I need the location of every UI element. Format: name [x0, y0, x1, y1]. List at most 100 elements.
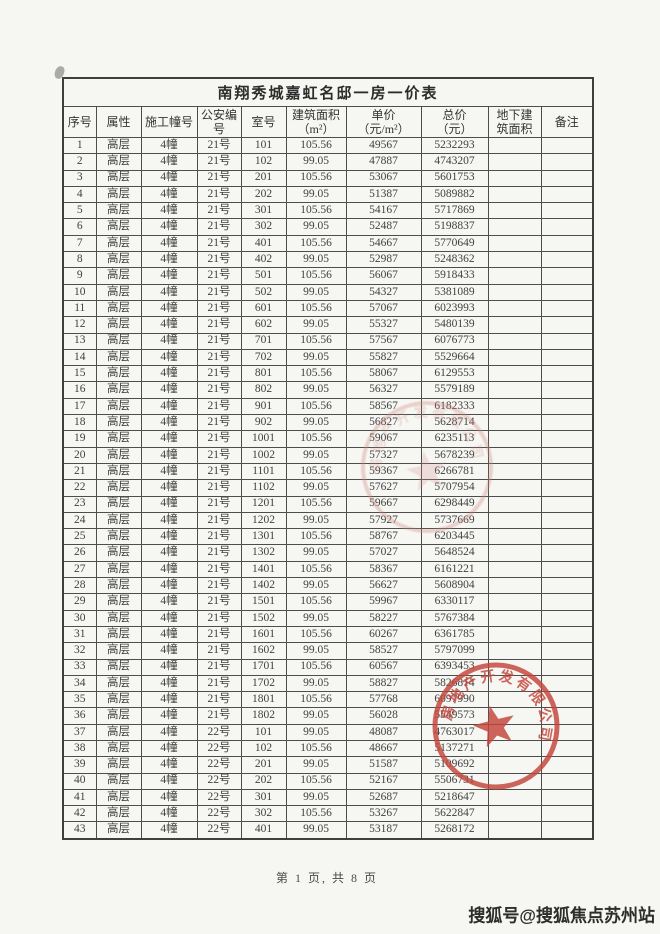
table-cell: 101 — [240, 136, 287, 155]
table-cell: 21号 — [196, 495, 242, 513]
table-cell: 21号 — [196, 316, 242, 334]
table-cell: 48667 — [345, 739, 422, 758]
table-cell: 6023993 — [420, 299, 489, 318]
table-cell: 40 — [62, 772, 97, 790]
table-cell: 21号 — [196, 674, 242, 693]
table-cell: 5608904 — [420, 577, 489, 595]
table-cell: 1102 — [240, 479, 287, 497]
table-cell: 52687 — [345, 788, 422, 807]
table-cell: 1402 — [240, 577, 287, 595]
table-cell — [540, 479, 594, 497]
table-row: 12 高层 4幢 21号 602 99.05 55327 5480139 — [62, 316, 594, 334]
table-cell: 6203445 — [420, 528, 489, 546]
table-cell: 21号 — [196, 544, 242, 562]
table-cell: 21号 — [196, 560, 242, 579]
table-cell — [540, 185, 594, 204]
table-cell: 34 — [62, 674, 97, 693]
table-cell: 4幢 — [140, 348, 198, 367]
table-cell — [540, 251, 594, 269]
table-cell — [540, 267, 594, 285]
table-row: 9 高层 4幢 21号 501 105.56 56067 5918433 — [62, 267, 594, 285]
table-cell: 21号 — [196, 414, 242, 432]
table-cell: 4763017 — [420, 723, 489, 741]
table-cell: 57067 — [345, 299, 422, 318]
document-title: 南翔秀城嘉虹名邸一房一价表 — [62, 77, 594, 107]
table-cell: 21号 — [196, 642, 242, 660]
table-cell: 20 — [62, 446, 97, 464]
table-cell: 19 — [62, 430, 97, 448]
table-cell: 601 — [240, 299, 287, 318]
table-cell: 51587 — [345, 756, 422, 774]
table-cell — [540, 528, 594, 546]
table-cell: 21号 — [196, 658, 242, 676]
table-row: 38 高层 4幢 22号 102 105.56 48667 5137271 — [62, 739, 594, 758]
table-cell: 5232293 — [420, 136, 489, 155]
table-cell: 4幢 — [140, 136, 198, 155]
table-row: 37 高层 4幢 22号 101 99.05 48087 4763017 — [62, 723, 594, 741]
column-header-building: 施工幢号 — [140, 106, 198, 138]
column-header-remarks: 备注 — [540, 106, 594, 138]
table-cell — [487, 723, 542, 741]
table-cell — [540, 691, 594, 709]
table-cell: 9 — [62, 267, 97, 285]
table-cell: 105.56 — [285, 772, 347, 790]
table-cell — [540, 674, 594, 693]
table-cell: 28 — [62, 577, 97, 595]
table-cell: 21号 — [196, 185, 242, 204]
table-row: 7 高层 4幢 21号 401 105.56 54667 5770649 — [62, 234, 594, 253]
table-cell: 高层 — [95, 723, 142, 741]
table-cell: 21号 — [196, 332, 242, 350]
table-cell: 301 — [240, 788, 287, 807]
table-cell: 105.56 — [285, 739, 347, 758]
table-cell: 49567 — [345, 136, 422, 155]
table-cell: 105.56 — [285, 528, 347, 546]
table-cell — [487, 169, 542, 187]
table-row: 30 高层 4幢 21号 1502 99.05 58227 5767384 — [62, 609, 594, 627]
table-cell: 4幢 — [140, 283, 198, 301]
table-cell: 201 — [240, 756, 287, 774]
table-cell — [540, 544, 594, 562]
table-cell: 高层 — [95, 185, 142, 204]
table-cell: 99.05 — [285, 316, 347, 334]
table-cell: 4幢 — [140, 788, 198, 807]
table-cell: 902 — [240, 414, 287, 432]
table-row: 33 高层 4幢 21号 1701 105.56 60567 6393453 — [62, 658, 594, 676]
table-cell: 10 — [62, 283, 97, 301]
table-cell — [540, 560, 594, 579]
table-cell: 21号 — [196, 430, 242, 448]
table-cell: 8 — [62, 251, 97, 269]
table-cell: 4幢 — [140, 756, 198, 774]
table-cell — [487, 788, 542, 807]
table-cell: 17 — [62, 397, 97, 416]
table-cell: 1401 — [240, 560, 287, 579]
table-cell — [487, 479, 542, 497]
table-cell: 1702 — [240, 674, 287, 693]
table-cell: 高层 — [95, 332, 142, 350]
table-cell: 60267 — [345, 625, 422, 644]
table-cell: 5678239 — [420, 446, 489, 464]
table-cell: 57627 — [345, 479, 422, 497]
table-cell: 5248362 — [420, 251, 489, 269]
table-cell — [540, 609, 594, 627]
table-cell: 4幢 — [140, 479, 198, 497]
table-cell — [487, 691, 542, 709]
table-row: 28 高层 4幢 21号 1402 99.05 56627 5608904 — [62, 577, 594, 595]
table-cell: 5089882 — [420, 185, 489, 204]
table-cell: 高层 — [95, 479, 142, 497]
table-cell: 22号 — [196, 739, 242, 758]
table-cell: 高层 — [95, 169, 142, 187]
table-cell: 105.56 — [285, 136, 347, 155]
table-cell: 56827 — [345, 414, 422, 432]
table-cell: 36 — [62, 707, 97, 725]
table-cell: 高层 — [95, 430, 142, 448]
table-row: 35 高层 4幢 21号 1801 105.56 57768 6097990 — [62, 691, 594, 709]
table-cell: 21号 — [196, 446, 242, 464]
table-cell: 1501 — [240, 593, 287, 611]
table-cell: 21号 — [196, 381, 242, 399]
table-cell: 99.05 — [285, 707, 347, 725]
table-cell: 2 — [62, 153, 97, 171]
table-cell: 6235113 — [420, 430, 489, 448]
column-header-serial: 序号 — [62, 106, 97, 138]
table-cell: 4幢 — [140, 202, 198, 220]
table-cell: 105.56 — [285, 397, 347, 416]
